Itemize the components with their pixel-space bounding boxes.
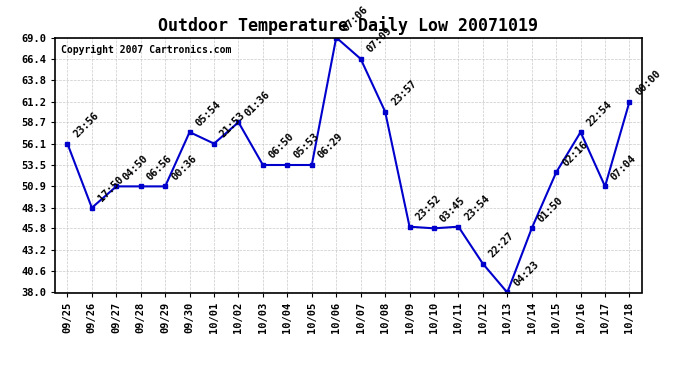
Text: 22:27: 22:27 xyxy=(487,230,516,260)
Text: 02:16: 02:16 xyxy=(560,139,589,168)
Text: 07:06: 07:06 xyxy=(340,4,370,33)
Text: 07:04: 07:04 xyxy=(609,153,638,182)
Text: 21:53: 21:53 xyxy=(218,110,248,140)
Text: 01:36: 01:36 xyxy=(243,89,272,118)
Text: 06:56: 06:56 xyxy=(145,153,174,182)
Text: 05:53: 05:53 xyxy=(291,132,321,161)
Text: Copyright 2007 Cartronics.com: Copyright 2007 Cartronics.com xyxy=(61,45,231,55)
Text: 23:52: 23:52 xyxy=(414,194,443,222)
Text: 03:45: 03:45 xyxy=(438,195,467,224)
Text: 05:54: 05:54 xyxy=(194,99,223,128)
Text: 23:56: 23:56 xyxy=(72,110,101,140)
Text: 00:00: 00:00 xyxy=(633,68,663,98)
Text: 07:09: 07:09 xyxy=(365,26,394,55)
Text: 01:50: 01:50 xyxy=(536,195,565,224)
Text: 17:50: 17:50 xyxy=(96,174,125,204)
Text: 23:57: 23:57 xyxy=(389,78,418,107)
Text: 00:36: 00:36 xyxy=(169,153,199,182)
Text: 23:54: 23:54 xyxy=(462,194,492,222)
Text: 06:50: 06:50 xyxy=(267,132,296,161)
Text: 04:50: 04:50 xyxy=(121,153,150,182)
Title: Outdoor Temperature Daily Low 20071019: Outdoor Temperature Daily Low 20071019 xyxy=(159,16,538,34)
Text: 22:54: 22:54 xyxy=(584,99,614,128)
Text: 06:29: 06:29 xyxy=(316,132,345,161)
Text: 04:23: 04:23 xyxy=(511,259,541,288)
